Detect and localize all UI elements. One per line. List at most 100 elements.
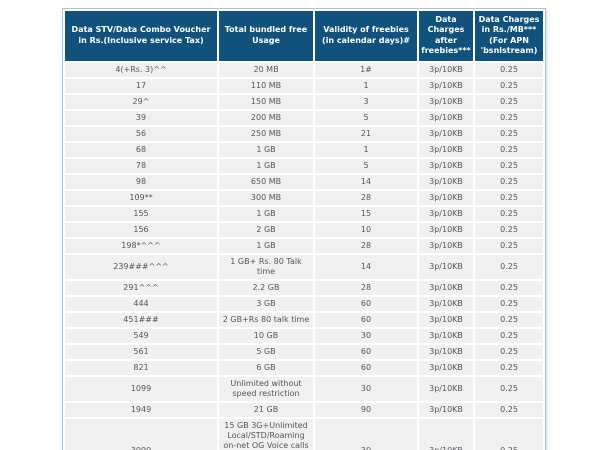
table-cell: 110 MB xyxy=(219,78,313,93)
table-cell: Unlimited without speed restriction xyxy=(219,376,313,401)
table-cell: 60 xyxy=(315,296,417,311)
voucher-table-body: 4(+Rs. 3)^^ 20 MB 1# 3p/10KB 0.25 17 110 MB 1 3p… xyxy=(65,62,543,450)
column-header-1: Total bundled free Usage xyxy=(219,11,313,61)
table-cell: 0.25 xyxy=(475,328,543,343)
table-cell: 0.25 xyxy=(475,174,543,189)
table-row: 4(+Rs. 3)^^ 20 MB 1# 3p/10KB 0.25 xyxy=(65,62,543,77)
table-cell: 17 xyxy=(65,78,217,93)
table-cell: 2 GB xyxy=(219,222,313,237)
table-cell: 3p/10KB xyxy=(419,110,473,125)
table-row: 239###^^^ 1 GB+ Rs. 80 Talk time 14 3p/10KB… xyxy=(65,254,543,279)
table-cell: 200 MB xyxy=(219,110,313,125)
table-row: 56 250 MB 21 3p/10KB 0.25 xyxy=(65,126,543,141)
table-cell: 14 xyxy=(315,254,417,279)
table-cell: 561 xyxy=(65,344,217,359)
table-cell: 3p/10KB xyxy=(419,360,473,375)
table-row: 291^^^ 2.2 GB 28 3p/10KB 0.25 xyxy=(65,280,543,295)
table-cell: 98 xyxy=(65,174,217,189)
table-row: 98 650 MB 14 3p/10KB 0.25 xyxy=(65,174,543,189)
table-cell: 3p/10KB xyxy=(419,190,473,205)
table-cell: 3p/10KB xyxy=(419,158,473,173)
table-row: 155 1 GB 15 3p/10KB 0.25 xyxy=(65,206,543,221)
table-cell: 821 xyxy=(65,360,217,375)
table-cell: 549 xyxy=(65,328,217,343)
voucher-table-header: Data STV/Data Combo Voucher in Rs.(Inclu… xyxy=(65,11,543,61)
column-header-2: Validity of freebies (in calendar days)# xyxy=(315,11,417,61)
table-cell: 6 GB xyxy=(219,360,313,375)
table-cell: 3p/10KB xyxy=(419,312,473,327)
table-cell: 0.25 xyxy=(475,110,543,125)
table-row: 1949 21 GB 90 3p/10KB 0.25 xyxy=(65,402,543,417)
table-row: 39 200 MB 5 3p/10KB 0.25 xyxy=(65,110,543,125)
table-cell: 1 GB xyxy=(219,206,313,221)
table-cell: 0.25 xyxy=(475,206,543,221)
table-cell: 0.25 xyxy=(475,296,543,311)
voucher-table-container: Data STV/Data Combo Voucher in Rs.(Inclu… xyxy=(62,8,546,450)
table-cell: 650 MB xyxy=(219,174,313,189)
table-cell: 109** xyxy=(65,190,217,205)
table-cell: 198*^^^ xyxy=(65,238,217,253)
table-cell: 0.25 xyxy=(475,78,543,93)
table-cell: 1 GB xyxy=(219,158,313,173)
table-row: 821 6 GB 60 3p/10KB 0.25 xyxy=(65,360,543,375)
table-cell: 2.2 GB xyxy=(219,280,313,295)
table-cell: 444 xyxy=(65,296,217,311)
table-cell: 30 xyxy=(315,418,417,450)
table-cell: 3p/10KB xyxy=(419,376,473,401)
column-header-3: Data Charges after freebies*** xyxy=(419,11,473,61)
table-cell: 5 xyxy=(315,110,417,125)
table-cell: 3p/10KB xyxy=(419,206,473,221)
table-cell: 60 xyxy=(315,360,417,375)
table-cell: 5 xyxy=(315,158,417,173)
voucher-tariff-table: Data STV/Data Combo Voucher in Rs.(Inclu… xyxy=(63,9,545,450)
table-cell: 3 xyxy=(315,94,417,109)
table-row: 309915 GB 3G+Unlimited Local/STD/Roaming… xyxy=(65,418,543,450)
table-cell: 3p/10KB xyxy=(419,328,473,343)
table-cell: 0.25 xyxy=(475,126,543,141)
table-cell: 21 xyxy=(315,126,417,141)
table-cell: 1949 xyxy=(65,402,217,417)
table-cell: 3p/10KB xyxy=(419,78,473,93)
table-cell: 3p/10KB xyxy=(419,62,473,77)
table-cell: 451### xyxy=(65,312,217,327)
table-row: 451### 2 GB+Rs 80 talk time 60 3p/10KB 0.25 xyxy=(65,312,543,327)
table-cell: 3 GB xyxy=(219,296,313,311)
table-cell: 0.25 xyxy=(475,142,543,157)
table-cell: 3p/10KB xyxy=(419,94,473,109)
table-row: 156 2 GB 10 3p/10KB 0.25 xyxy=(65,222,543,237)
table-cell: 1# xyxy=(315,62,417,77)
table-cell: 3p/10KB xyxy=(419,238,473,253)
table-cell: 3099 xyxy=(65,418,217,450)
table-row: 561 5 GB 60 3p/10KB 0.25 xyxy=(65,344,543,359)
table-cell: 1 GB xyxy=(219,142,313,157)
table-row: 68 1 GB 1 3p/10KB 0.25 xyxy=(65,142,543,157)
table-cell: 5 GB xyxy=(219,344,313,359)
table-cell: 28 xyxy=(315,280,417,295)
table-cell: 250 MB xyxy=(219,126,313,141)
table-cell: 1099 xyxy=(65,376,217,401)
table-cell: 4(+Rs. 3)^^ xyxy=(65,62,217,77)
table-row: 1099 Unlimited without speed restriction 3… xyxy=(65,376,543,401)
table-cell: 300 MB xyxy=(219,190,313,205)
table-cell: 20 MB xyxy=(219,62,313,77)
table-cell: 30 xyxy=(315,328,417,343)
table-cell: 3p/10KB xyxy=(419,418,473,450)
table-cell: 0.25 xyxy=(475,402,543,417)
table-cell: 1 xyxy=(315,142,417,157)
table-cell: 0.25 xyxy=(475,158,543,173)
table-cell: 68 xyxy=(65,142,217,157)
table-cell: 28 xyxy=(315,190,417,205)
column-header-0: Data STV/Data Combo Voucher in Rs.(Inclu… xyxy=(65,11,217,61)
table-cell: 60 xyxy=(315,344,417,359)
table-cell: 56 xyxy=(65,126,217,141)
table-cell: 0.25 xyxy=(475,238,543,253)
table-cell: 0.25 xyxy=(475,62,543,77)
table-cell: 15 GB 3G+Unlimited Local/STD/Roaming on-… xyxy=(219,418,313,450)
table-cell: 21 GB xyxy=(219,402,313,417)
table-cell: 78 xyxy=(65,158,217,173)
table-cell: 90 xyxy=(315,402,417,417)
column-header-4: Data Charges in Rs./MB*** (For APN 'bsnl… xyxy=(475,11,543,61)
table-cell: 156 xyxy=(65,222,217,237)
table-cell: 0.25 xyxy=(475,360,543,375)
table-row: 444 3 GB 60 3p/10KB 0.25 xyxy=(65,296,543,311)
